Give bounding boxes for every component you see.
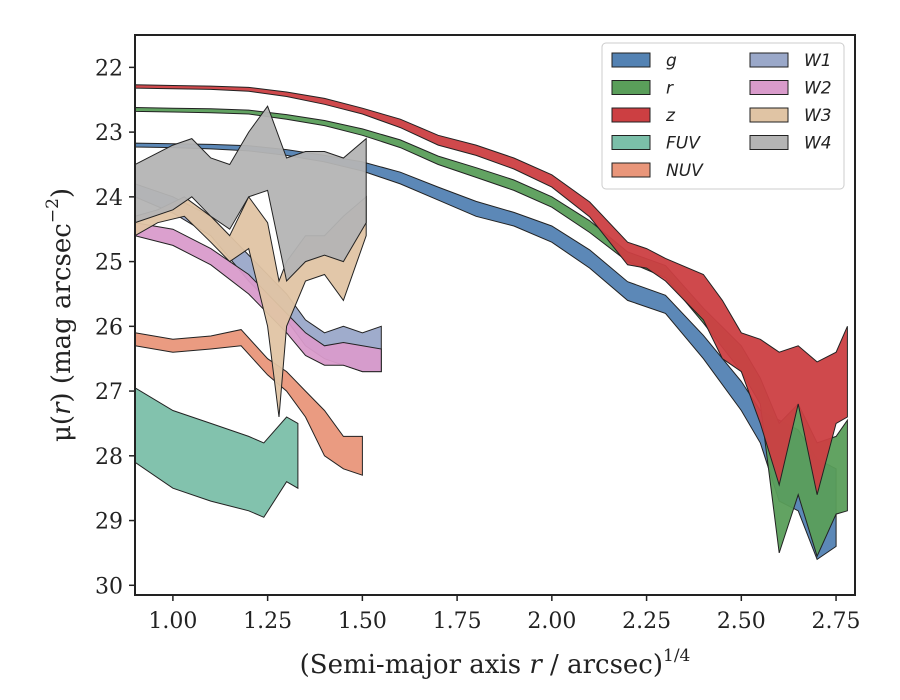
- x-tick-label: 2.75: [812, 609, 861, 634]
- legend-swatch: [611, 52, 651, 68]
- legend-swatch: [749, 135, 789, 150]
- y-axis-label: μ(r) (mag arcsec−2): [43, 188, 77, 442]
- y-tick-label: 28: [95, 445, 123, 470]
- legend-swatch: [749, 52, 789, 68]
- x-tick-label: 1.00: [148, 609, 197, 634]
- legend-item-nuv: NUV: [611, 161, 704, 181]
- y-tick-label: 22: [95, 56, 123, 81]
- x-tick-label: 2.50: [717, 609, 766, 634]
- y-tick-label: 29: [95, 510, 123, 535]
- legend-item-w3: W3: [749, 106, 832, 126]
- legend-item-w4: W4: [749, 134, 832, 154]
- y-tick-label: 24: [95, 186, 123, 211]
- legend-item-g: g: [611, 51, 677, 71]
- y-tick-label: 25: [95, 251, 123, 276]
- legend-label: z: [665, 106, 676, 126]
- legend-label: W4: [804, 134, 832, 154]
- legend-label: W2: [804, 79, 832, 99]
- legend-swatch: [749, 107, 789, 123]
- band-fuv: [135, 387, 299, 518]
- legend-label: FUV: [666, 134, 701, 154]
- legend-label: W3: [804, 106, 832, 126]
- legend-box: [601, 42, 845, 190]
- y-tick-label: 30: [95, 574, 123, 599]
- x-tick-label: 2.25: [622, 609, 671, 634]
- y-tick-label: 27: [95, 380, 123, 405]
- y-tick-label: 23: [95, 121, 123, 146]
- legend-item-fuv: FUV: [611, 134, 701, 154]
- x-tick-label: 1.50: [338, 609, 387, 634]
- x-axis: 1.00 1.25 1.50 1.75 2.00 2.25 2.50 2.75: [148, 595, 861, 634]
- band-layer: [135, 84, 848, 561]
- x-tick-label: 1.75: [433, 609, 482, 634]
- y-tick-label: 26: [95, 315, 123, 340]
- legend-label: r: [666, 79, 674, 99]
- legend-item-z: z: [611, 106, 676, 126]
- legend-swatch: [611, 135, 651, 150]
- band-g: [135, 142, 837, 561]
- legend-label: NUV: [666, 161, 704, 181]
- legend-swatch: [611, 162, 651, 178]
- legend-item-r: r: [611, 79, 674, 99]
- x-tick-label: 1.25: [243, 609, 292, 634]
- band-nuv: [135, 329, 363, 476]
- band-z: [135, 84, 848, 495]
- legend: grz FUV NUV W1 W2 W3 W4: [601, 42, 845, 190]
- plot-frame: [134, 34, 856, 596]
- legend-swatch: [611, 80, 651, 95]
- x-tick-label: 2.00: [527, 609, 576, 634]
- legend-item-w1: W1: [749, 51, 832, 71]
- legend-label: W1: [804, 51, 832, 71]
- y-axis: 22 23 24 25 26 27 28 29 30: [95, 56, 135, 599]
- x-axis-label: (Semi-major axis r / arcsec)1/4: [300, 646, 691, 680]
- band-r: [135, 106, 848, 558]
- legend-label: g: [666, 51, 677, 71]
- band-w4: [135, 105, 367, 283]
- legend-swatch: [749, 80, 789, 95]
- legend-item-w2: W2: [749, 79, 832, 99]
- legend-swatch: [611, 107, 651, 123]
